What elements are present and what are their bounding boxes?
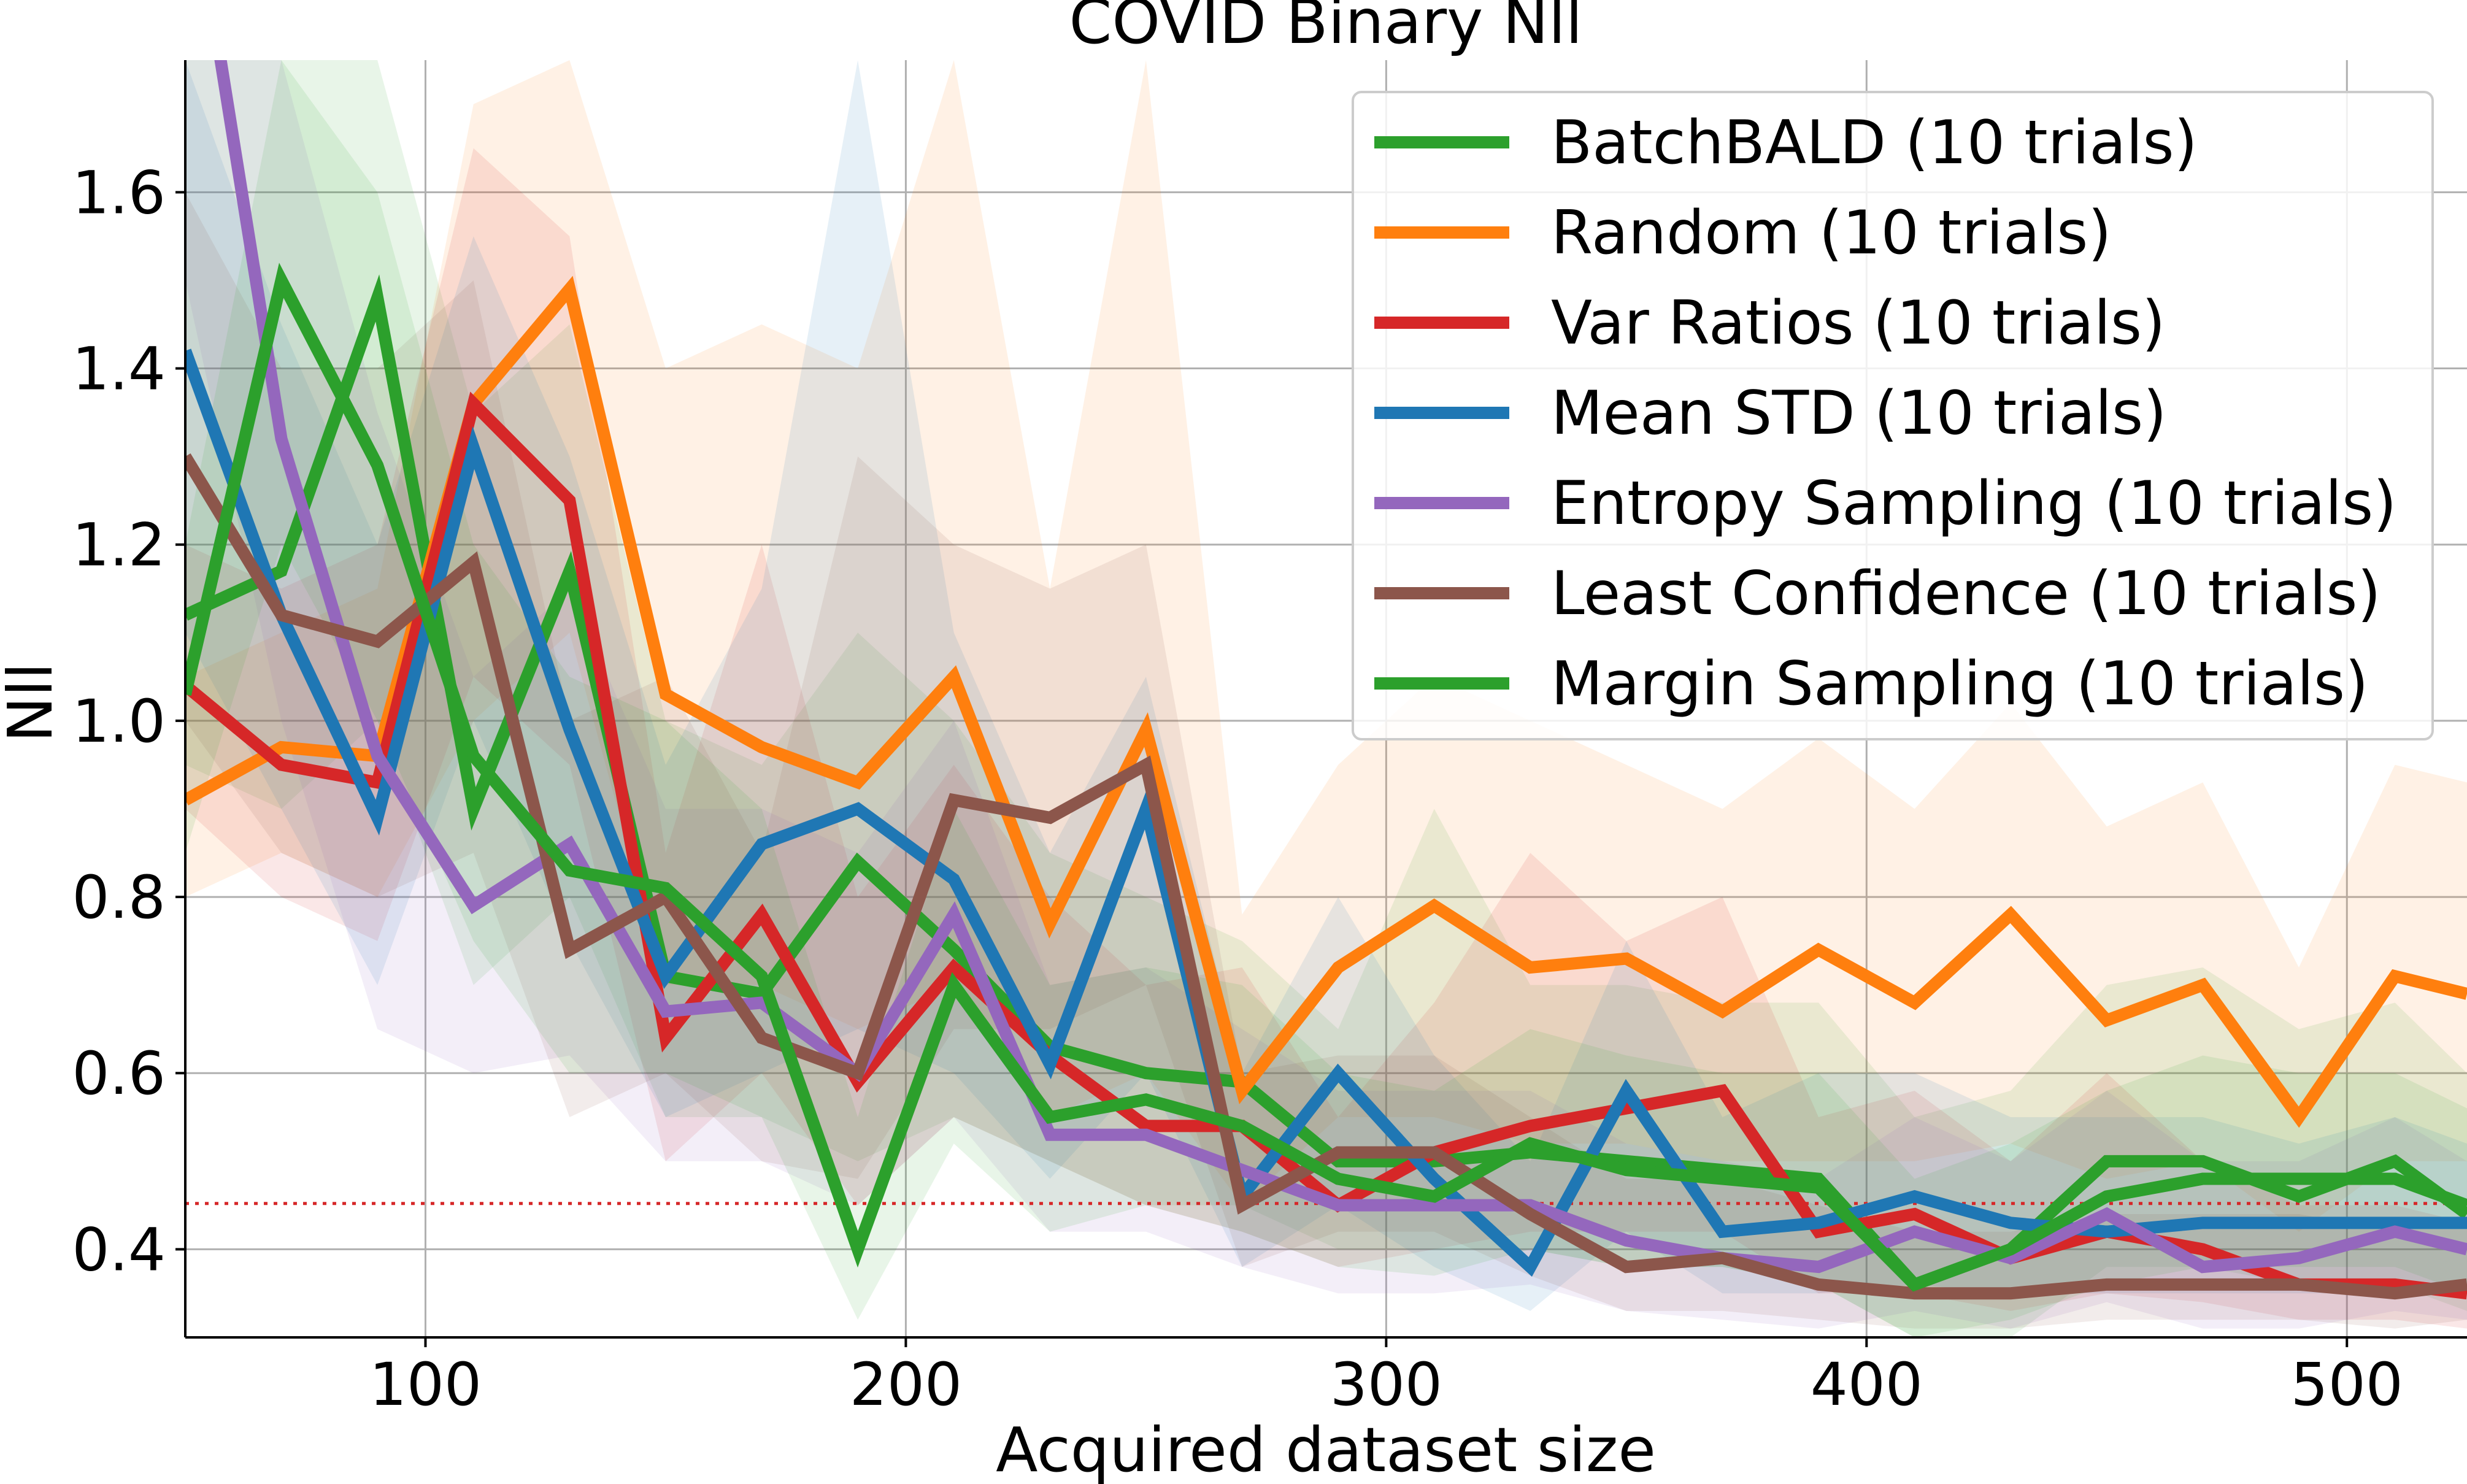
series-line-1 <box>185 274 2467 1292</box>
legend-label: Least Confidence (10 trials) <box>1551 559 2381 629</box>
chart-title: COVID Binary Nll <box>1069 0 1583 58</box>
y-tick-label: 0.4 <box>72 1215 166 1284</box>
series-line-6 <box>185 453 2467 1300</box>
x-tick-label: 400 <box>1811 1350 1923 1419</box>
series-line-7 <box>185 263 2467 1292</box>
y-tick-label: 1.2 <box>72 511 166 580</box>
x-axis-label: Acquired dataset size <box>996 1414 1656 1484</box>
y-tick-label: 1.0 <box>72 687 166 756</box>
series-line-4 <box>185 348 2467 1277</box>
series-line-2 <box>185 275 2467 1128</box>
legend-label: BatchBALD (10 trials) <box>1551 108 2198 178</box>
legend-label: Var Ratios (10 trials) <box>1551 288 2165 358</box>
y-tick-label: 1.4 <box>72 335 166 404</box>
x-tick-label: 500 <box>2291 1350 2403 1419</box>
y-tick-label: 1.6 <box>72 158 166 227</box>
legend-label: Random (10 trials) <box>1551 198 2112 268</box>
legend-box <box>1352 91 2434 740</box>
series-lines <box>185 60 2467 1300</box>
legend-label: Margin Sampling (10 trials) <box>1551 649 2368 719</box>
series-band-1 <box>185 60 2467 1337</box>
x-tick-label: 300 <box>1330 1350 1442 1419</box>
legend-label: Mean STD (10 trials) <box>1551 379 2166 448</box>
series-line-5 <box>214 60 2467 1274</box>
y-ticks: 0.4 0.6 0.8 1.0 1.2 1.4 1.6 <box>72 158 185 1284</box>
y-tick-label: 0.6 <box>72 1039 166 1108</box>
series-band-6 <box>185 192 2467 1329</box>
x-tick-label: 200 <box>850 1350 962 1419</box>
legend: BatchBALD (10 trials) Random (10 trials) V… <box>1352 91 2434 740</box>
x-tick-label: 100 <box>369 1350 482 1419</box>
series-band-7 <box>185 60 2467 1337</box>
x-ticks: 100 200 300 400 500 <box>369 1337 2403 1419</box>
series-band-5 <box>185 60 2467 1329</box>
y-axis-label: Nll <box>0 663 66 742</box>
series-band-2 <box>185 60 2467 1232</box>
legend-label: Entropy Sampling (10 trials) <box>1551 469 2396 539</box>
y-tick-label: 0.8 <box>72 863 166 932</box>
